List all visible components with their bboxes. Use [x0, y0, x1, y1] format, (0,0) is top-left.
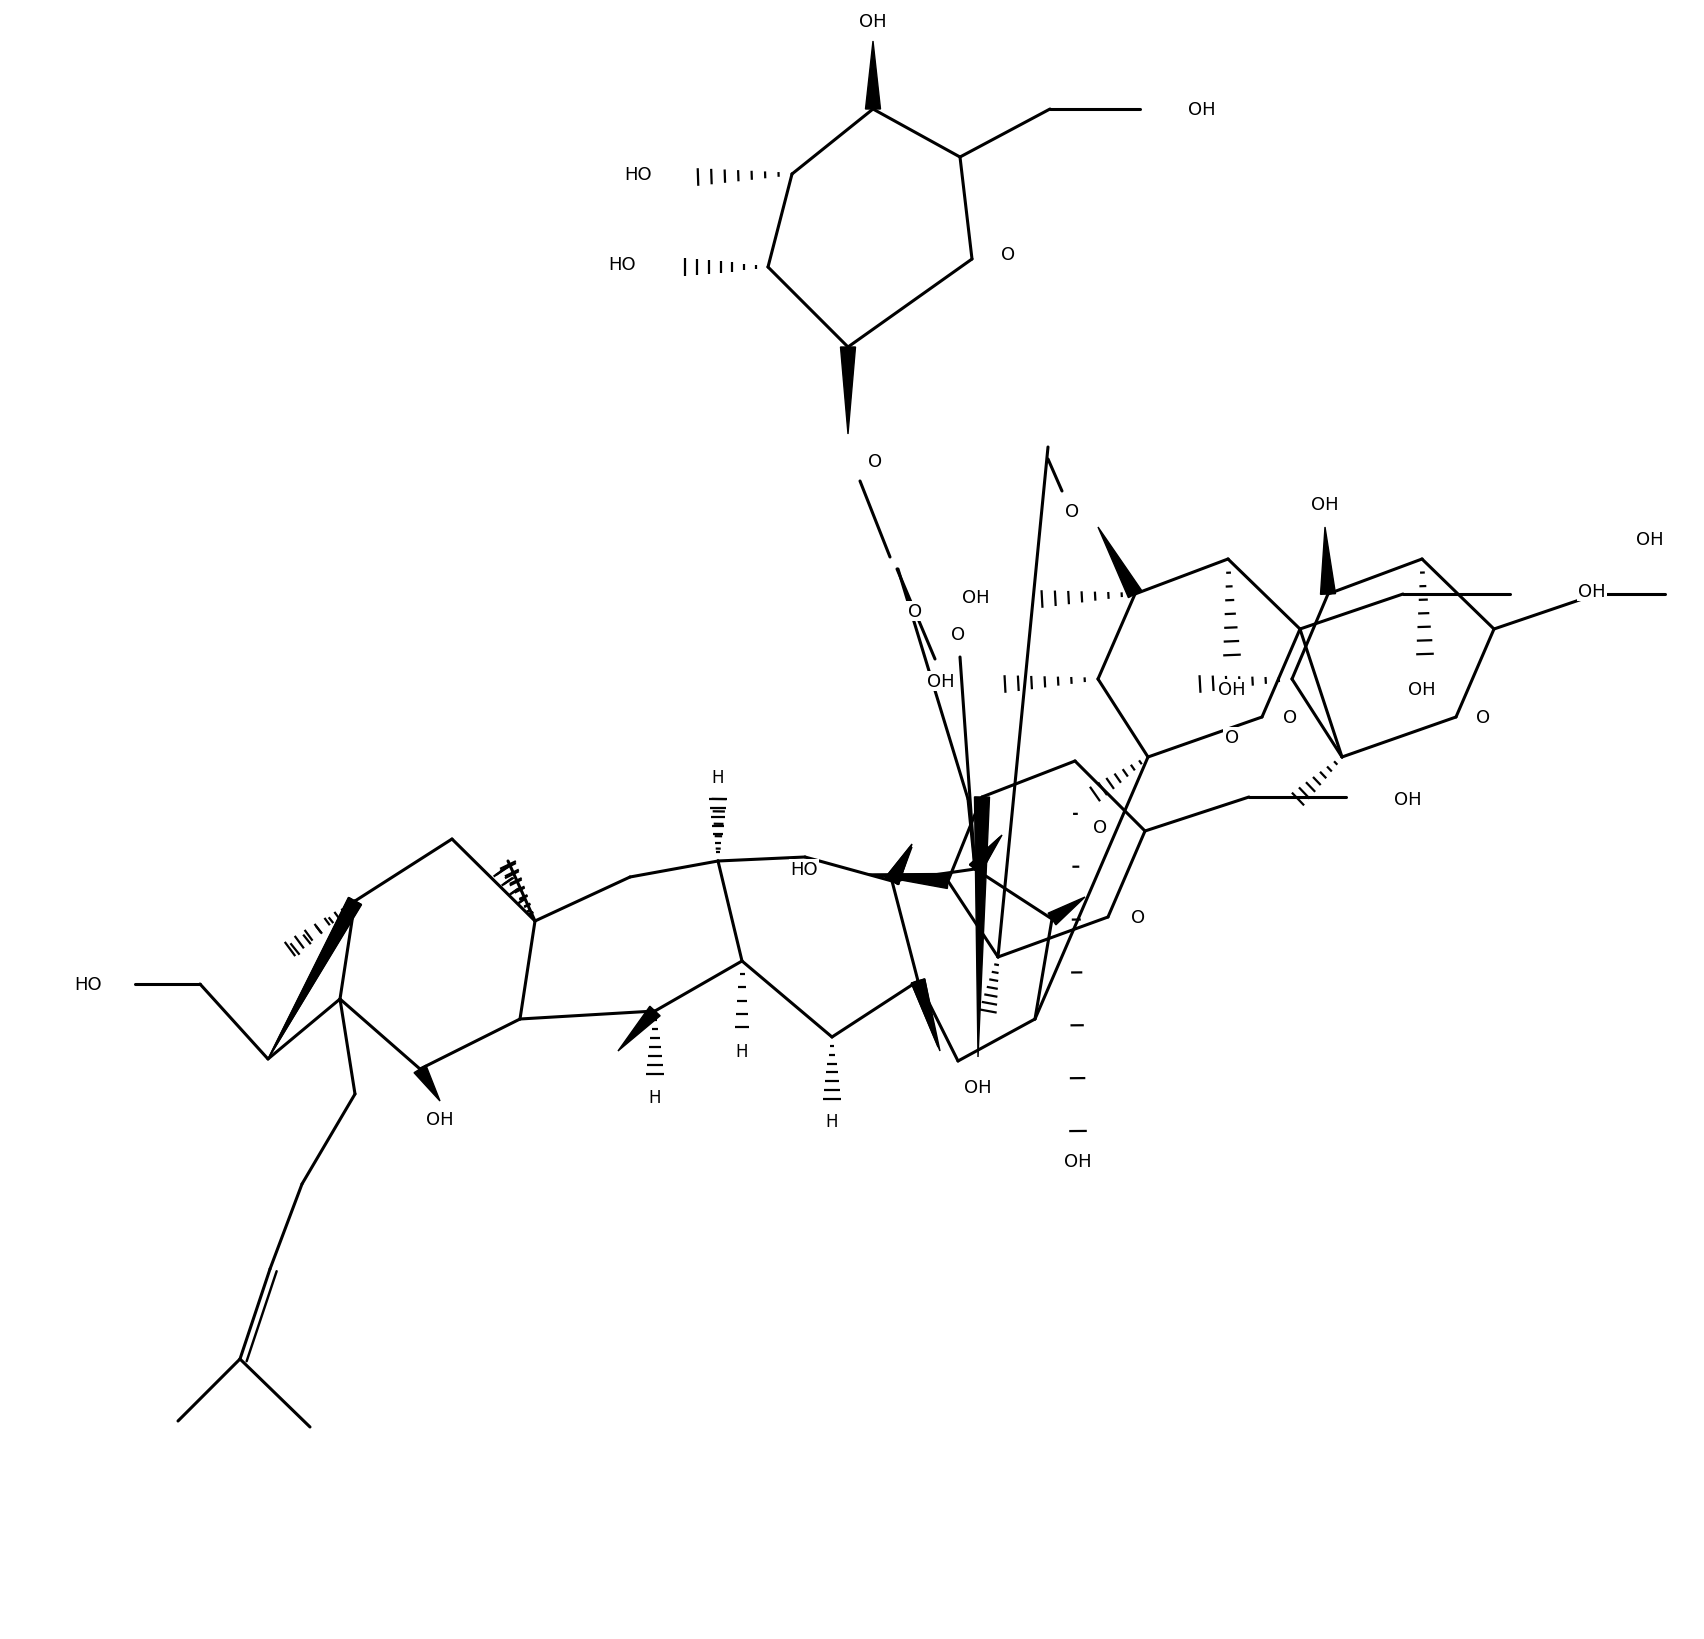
Text: O: O	[951, 626, 964, 644]
Polygon shape	[268, 898, 361, 1059]
Text: OH: OH	[927, 672, 954, 690]
Text: O: O	[1092, 818, 1108, 836]
Text: H: H	[649, 1088, 661, 1106]
Polygon shape	[1048, 898, 1085, 926]
Polygon shape	[886, 847, 912, 885]
Polygon shape	[886, 847, 910, 885]
Text: OH: OH	[964, 1078, 992, 1096]
Polygon shape	[912, 980, 941, 1051]
Text: OH: OH	[1218, 680, 1246, 698]
Polygon shape	[970, 836, 1002, 874]
Text: OH: OH	[859, 13, 886, 31]
Text: OH: OH	[1310, 495, 1339, 513]
Text: H: H	[736, 1042, 748, 1060]
Text: OH: OH	[1578, 582, 1605, 600]
Text: H: H	[712, 769, 724, 787]
Text: HO: HO	[791, 860, 818, 879]
Text: OH: OH	[426, 1110, 453, 1128]
Text: O: O	[1476, 708, 1489, 726]
Text: OH: OH	[1636, 531, 1663, 549]
Polygon shape	[970, 838, 1000, 874]
Text: O: O	[1283, 708, 1297, 726]
Text: OH: OH	[1394, 790, 1421, 808]
Text: O: O	[867, 452, 883, 470]
Polygon shape	[840, 347, 855, 434]
Text: O: O	[1131, 908, 1145, 926]
Polygon shape	[975, 798, 990, 1057]
Text: O: O	[1225, 729, 1239, 746]
Polygon shape	[1097, 528, 1142, 598]
Text: HO: HO	[624, 166, 653, 184]
Text: O: O	[908, 603, 922, 621]
Polygon shape	[414, 1065, 440, 1101]
Text: H: H	[712, 769, 724, 787]
Polygon shape	[619, 1006, 659, 1051]
Text: OH: OH	[963, 588, 990, 606]
Polygon shape	[866, 43, 881, 110]
Text: HO: HO	[75, 975, 102, 993]
Text: O: O	[1065, 503, 1079, 521]
Text: OH: OH	[1408, 680, 1436, 698]
Text: OH: OH	[1065, 1152, 1092, 1170]
Text: O: O	[1000, 246, 1016, 264]
Text: H: H	[826, 1113, 838, 1131]
Polygon shape	[867, 874, 949, 888]
Polygon shape	[886, 844, 912, 885]
Text: OH: OH	[1188, 102, 1215, 120]
Polygon shape	[1321, 528, 1336, 595]
Polygon shape	[268, 898, 361, 1059]
Polygon shape	[912, 980, 937, 1047]
Text: HO: HO	[608, 256, 636, 274]
